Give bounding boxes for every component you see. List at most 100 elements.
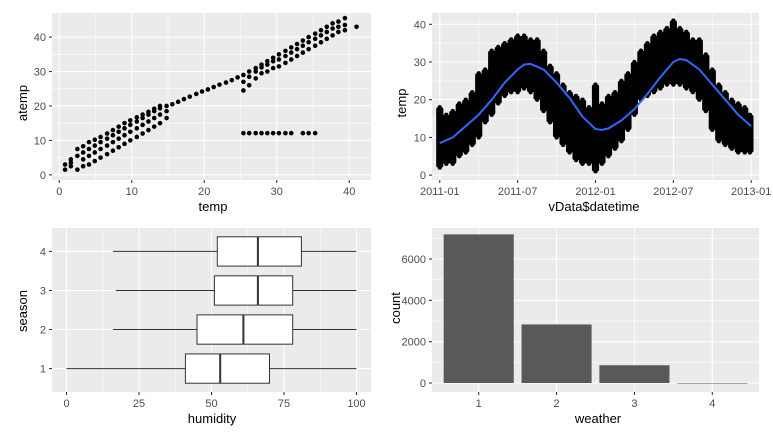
data-point — [80, 143, 86, 149]
data-point — [98, 134, 103, 140]
panel-1-y-axis-title: atemp — [15, 85, 30, 121]
data-point — [645, 40, 650, 46]
data-point — [294, 41, 300, 47]
data-point — [306, 130, 311, 136]
data-point — [134, 119, 140, 124]
data-point — [541, 108, 546, 114]
panel-4-x-axis-title: weather — [574, 411, 622, 426]
data-point — [199, 89, 205, 94]
data-point — [703, 52, 708, 57]
panel-2-x-axis-title: vData$datetime — [548, 199, 639, 214]
data-point — [710, 127, 715, 133]
daily-point-cluster — [721, 92, 729, 145]
y-tick-label: 40 — [34, 32, 46, 44]
data-point — [586, 161, 592, 166]
x-tick-label: 40 — [343, 186, 355, 198]
data-point — [677, 25, 683, 31]
data-point — [593, 82, 598, 87]
x-tick-label: 10 — [126, 186, 138, 198]
data-point — [259, 70, 264, 76]
x-tick-label: 2 — [554, 398, 560, 410]
data-point — [318, 33, 324, 38]
y-tick-label: 6000 — [402, 254, 426, 266]
bar-weather-3 — [599, 365, 670, 383]
box-iqr — [196, 314, 294, 345]
data-point — [140, 131, 145, 136]
data-point — [146, 127, 151, 133]
daily-point-cluster — [669, 20, 677, 85]
data-point — [658, 29, 663, 35]
data-point — [146, 109, 151, 115]
panel-1-x-axis: 0 10 20 30 40 — [56, 180, 355, 198]
data-point — [288, 130, 294, 136]
data-point — [580, 161, 585, 166]
data-point — [599, 161, 605, 166]
data-point — [151, 124, 157, 129]
data-point — [528, 89, 533, 95]
x-tick-label: 2012-01 — [575, 186, 615, 198]
panel-2-y-axis: 0 10 20 30 40 — [414, 19, 432, 182]
panel-1-grid — [52, 13, 371, 180]
data-point — [122, 120, 127, 126]
data-point — [560, 142, 566, 148]
daily-point-cluster — [475, 73, 483, 138]
daily-point-cluster — [468, 92, 476, 145]
data-point — [747, 150, 753, 155]
data-point — [318, 39, 324, 45]
panel-weather-count: 0 2000 4000 6000 1 2 3 4 weather count — [388, 228, 759, 426]
data-point — [300, 130, 306, 136]
data-point — [671, 82, 676, 87]
data-point — [259, 62, 264, 67]
data-point — [110, 148, 116, 154]
data-point — [736, 101, 741, 106]
data-point — [483, 120, 488, 125]
panel-1-points — [62, 15, 359, 172]
data-point — [241, 130, 246, 136]
data-point — [140, 112, 145, 117]
data-point — [593, 169, 598, 174]
data-point — [508, 37, 514, 42]
daily-point-cluster — [715, 84, 723, 142]
data-point — [110, 127, 116, 133]
data-point — [104, 131, 110, 136]
data-point — [444, 161, 449, 166]
daily-point-cluster — [507, 39, 515, 93]
data-point — [324, 29, 330, 35]
data-point — [164, 103, 169, 109]
y-tick-label: 30 — [414, 57, 426, 69]
y-tick-label: 2 — [40, 325, 46, 337]
y-tick-label: 30 — [34, 67, 46, 79]
data-point — [270, 130, 276, 136]
data-point — [541, 48, 546, 53]
data-point — [300, 50, 306, 55]
y-tick-label: 10 — [34, 135, 46, 147]
box-iqr — [213, 275, 294, 306]
data-point — [437, 165, 442, 170]
data-point — [515, 33, 520, 38]
data-point — [336, 29, 341, 35]
daily-point-cluster — [702, 54, 710, 112]
x-tick-label: 0 — [63, 398, 69, 410]
data-point — [450, 161, 455, 166]
x-tick-label: 2013-01 — [731, 186, 771, 198]
data-point — [223, 80, 229, 85]
data-point — [241, 72, 246, 78]
data-point — [300, 43, 306, 49]
y-tick-label: 10 — [414, 132, 426, 144]
daily-point-cluster — [488, 50, 496, 115]
data-point — [294, 46, 300, 52]
data-point — [606, 154, 611, 159]
data-point — [495, 101, 501, 106]
data-point — [729, 97, 734, 102]
data-point — [619, 138, 624, 144]
data-point — [92, 158, 98, 164]
data-point — [554, 135, 559, 140]
data-point — [606, 93, 611, 99]
panel-humidity-by-season: 1 2 3 4 0 25 50 75 100 humidity season — [15, 228, 371, 426]
y-tick-label: 0 — [420, 170, 426, 182]
data-point — [241, 79, 246, 85]
x-tick-label: 2011-01 — [420, 186, 460, 198]
data-point — [528, 37, 533, 42]
data-point — [560, 82, 566, 87]
data-point — [235, 75, 240, 80]
